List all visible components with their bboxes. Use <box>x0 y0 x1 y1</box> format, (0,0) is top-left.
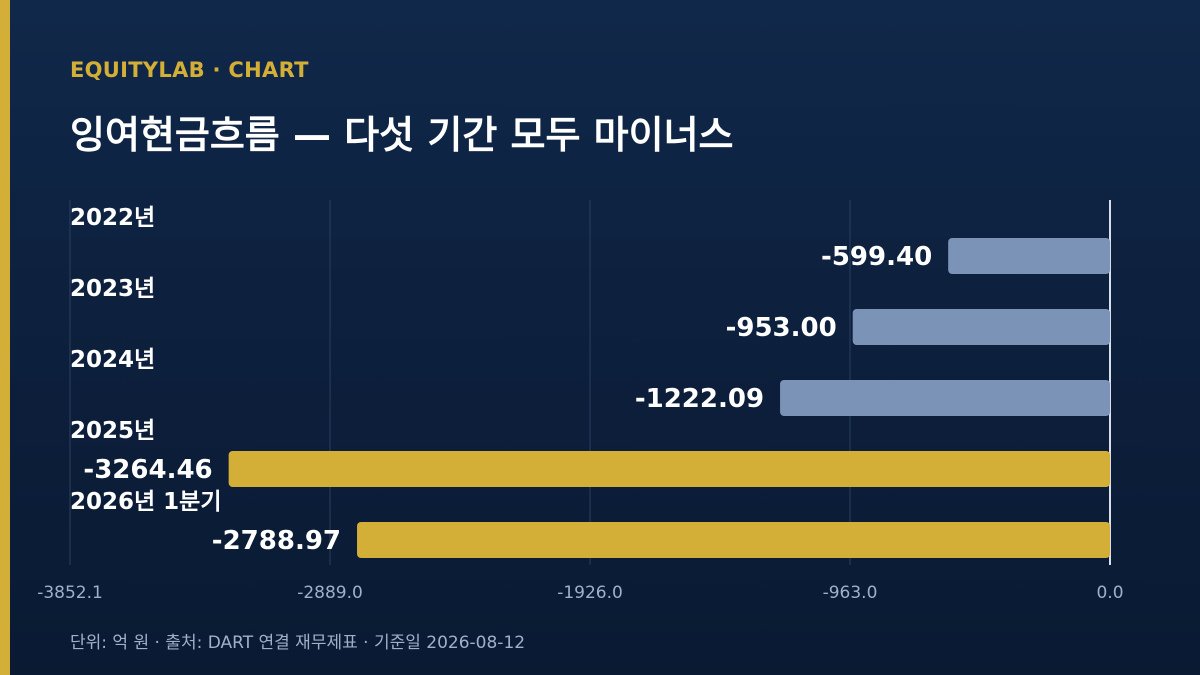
x-tick-label: -963.0 <box>823 583 878 603</box>
category-label: 2024년 <box>70 347 155 373</box>
bar <box>228 451 1110 487</box>
bar <box>852 309 1110 345</box>
x-tick-label: -3852.1 <box>37 583 103 603</box>
x-tick-label: -1926.0 <box>557 583 623 603</box>
bar-value-label: -2788.97 <box>212 526 341 556</box>
left-accent-bar <box>0 0 10 675</box>
x-tick-label: 0.0 <box>1096 583 1123 603</box>
bar <box>357 522 1110 558</box>
category-label: 2026년 1분기 <box>70 489 222 515</box>
bar-value-label: -599.40 <box>821 242 932 272</box>
bar-value-label: -953.00 <box>726 313 837 343</box>
chart-eyebrow: EQUITYLAB · CHART <box>70 58 309 82</box>
category-label: 2022년 <box>70 205 155 231</box>
x-tick-label: -2889.0 <box>297 583 363 603</box>
bar-value-label: -1222.09 <box>635 384 764 414</box>
bar <box>780 380 1110 416</box>
bar-value-label: -3264.46 <box>83 455 212 485</box>
chart-footer-note: 단위: 억 원 · 출처: DART 연결 재무제표 · 기준일 2026-08… <box>70 633 526 653</box>
category-label: 2023년 <box>70 276 155 302</box>
category-label: 2025년 <box>70 418 155 444</box>
chart-title: 잉여현금흐름 — 다섯 기간 모두 마이너스 <box>70 113 734 157</box>
bar <box>948 238 1110 274</box>
